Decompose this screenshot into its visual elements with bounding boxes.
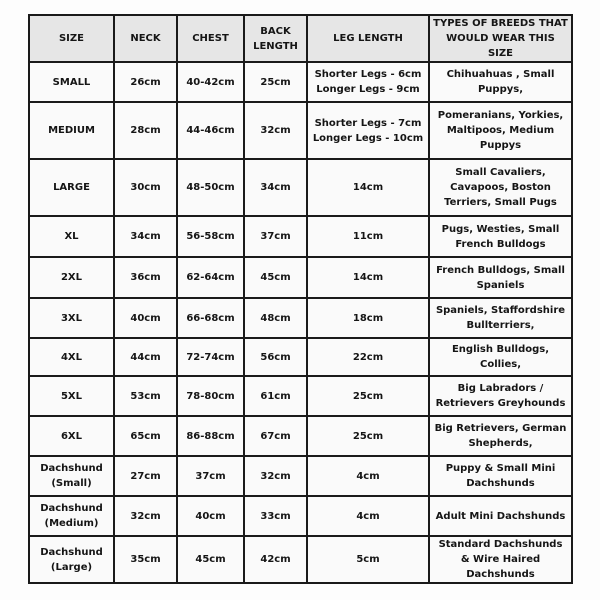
cell-size: MEDIUM [28,101,115,160]
header-row: SIZE NECK CHEST BACK LENGTH LEG LENGTH TYPES … [28,14,573,63]
cell-chest: 66-68cm [176,297,245,339]
cell-neck: 34cm [113,215,178,258]
column-header-chest: CHEST [176,14,245,63]
cell-chest: 40-42cm [176,61,245,103]
cell-neck: 30cm [113,158,178,217]
table-row: 5XL 53cm 78-80cm 61cm 25cm Big Labradors / Re… [28,375,573,417]
cell-back-length: 34cm [243,158,308,217]
cell-breeds: Chihuahuas , Small Puppys, [428,61,573,103]
cell-breeds: Small Cavaliers, Cavapoos, Boston Terrie… [428,158,573,217]
table-row: 4XL 44cm 72-74cm 56cm 22cm English Bulldogs, … [28,337,573,377]
cell-back-length: 42cm [243,535,308,584]
cell-chest: 48-50cm [176,158,245,217]
cell-breeds: Big Labradors / Retrievers Greyhounds [428,375,573,417]
cell-back-length: 32cm [243,455,308,497]
cell-back-length: 37cm [243,215,308,258]
size-chart-table: SIZE NECK CHEST BACK LENGTH LEG LENGTH TYPES … [28,14,573,584]
cell-chest: 37cm [176,455,245,497]
cell-leg-length: 5cm [306,535,430,584]
cell-size: SMALL [28,61,115,103]
table-body: SMALL 26cm 40-42cm 25cm Shorter Legs - 6cm L… [28,61,573,584]
cell-chest: 45cm [176,535,245,584]
table-row: Dachshund (Small) 27cm 37cm 32cm 4cm Puppy & … [28,455,573,497]
cell-neck: 32cm [113,495,178,537]
cell-back-length: 33cm [243,495,308,537]
cell-back-length: 45cm [243,256,308,299]
table-row: 2XL 36cm 62-64cm 45cm 14cm French Bulldogs, S… [28,256,573,299]
cell-breeds: Pomeranians, Yorkies, Maltipoos, Medium … [428,101,573,160]
cell-chest: 40cm [176,495,245,537]
cell-size: XL [28,215,115,258]
cell-leg-length: 18cm [306,297,430,339]
cell-back-length: 25cm [243,61,308,103]
cell-breeds: Pugs, Westies, Small French Bulldogs [428,215,573,258]
column-header-leg-length: LEG LENGTH [306,14,430,63]
cell-breeds: Spaniels, Staffordshire Bullterriers, [428,297,573,339]
cell-back-length: 32cm [243,101,308,160]
cell-leg-length: Shorter Legs - 7cm Longer Legs - 10cm [306,101,430,160]
cell-neck: 26cm [113,61,178,103]
cell-size: 6XL [28,415,115,457]
cell-leg-length: 22cm [306,337,430,377]
cell-size: Dachshund (Large) [28,535,115,584]
cell-size: 2XL [28,256,115,299]
column-header-back-length: BACK LENGTH [243,14,308,63]
cell-neck: 27cm [113,455,178,497]
table-row: 6XL 65cm 86-88cm 67cm 25cm Big Retrievers, Ge… [28,415,573,457]
cell-leg-length: 11cm [306,215,430,258]
cell-size: 3XL [28,297,115,339]
cell-chest: 56-58cm [176,215,245,258]
cell-leg-length: 14cm [306,158,430,217]
cell-leg-length: 25cm [306,375,430,417]
cell-neck: 44cm [113,337,178,377]
cell-size: LARGE [28,158,115,217]
cell-breeds: Standard Dachshunds & Wire Haired Dachsh… [428,535,573,584]
table-row: XL 34cm 56-58cm 37cm 11cm Pugs, Westies, Smal… [28,215,573,258]
column-header-neck: NECK [113,14,178,63]
cell-chest: 44-46cm [176,101,245,160]
cell-leg-length: 4cm [306,455,430,497]
cell-leg-length: 14cm [306,256,430,299]
cell-neck: 35cm [113,535,178,584]
cell-breeds: Big Retrievers, German Shepherds, [428,415,573,457]
table-row: SMALL 26cm 40-42cm 25cm Shorter Legs - 6cm L… [28,61,573,103]
cell-leg-length: 4cm [306,495,430,537]
cell-back-length: 48cm [243,297,308,339]
cell-size: Dachshund (Small) [28,455,115,497]
cell-neck: 36cm [113,256,178,299]
cell-chest: 86-88cm [176,415,245,457]
cell-chest: 72-74cm [176,337,245,377]
cell-breeds: French Bulldogs, Small Spaniels [428,256,573,299]
cell-back-length: 61cm [243,375,308,417]
cell-breeds: Puppy & Small Mini Dachshunds [428,455,573,497]
cell-breeds: Adult Mini Dachshunds [428,495,573,537]
cell-back-length: 56cm [243,337,308,377]
cell-leg-length: 25cm [306,415,430,457]
table-row: LARGE 30cm 48-50cm 34cm 14cm Small Cavaliers,… [28,158,573,217]
cell-neck: 28cm [113,101,178,160]
table-row: Dachshund (Medium) 32cm 40cm 33cm 4cm Adult M… [28,495,573,537]
table-row: MEDIUM 28cm 44-46cm 32cm Shorter Legs - 7cm … [28,101,573,160]
cell-chest: 62-64cm [176,256,245,299]
column-header-size: SIZE [28,14,115,63]
table-row: 3XL 40cm 66-68cm 48cm 18cm Spaniels, Stafford… [28,297,573,339]
cell-size: 4XL [28,337,115,377]
cell-back-length: 67cm [243,415,308,457]
cell-size: 5XL [28,375,115,417]
cell-leg-length: Shorter Legs - 6cm Longer Legs - 9cm [306,61,430,103]
cell-breeds: English Bulldogs, Collies, [428,337,573,377]
cell-chest: 78-80cm [176,375,245,417]
cell-neck: 65cm [113,415,178,457]
cell-neck: 40cm [113,297,178,339]
column-header-breeds: TYPES OF BREEDS THAT WOULD WEAR THIS SIZ… [428,14,573,63]
cell-size: Dachshund (Medium) [28,495,115,537]
table-row: Dachshund (Large) 35cm 45cm 42cm 5cm Standard… [28,535,573,584]
cell-neck: 53cm [113,375,178,417]
